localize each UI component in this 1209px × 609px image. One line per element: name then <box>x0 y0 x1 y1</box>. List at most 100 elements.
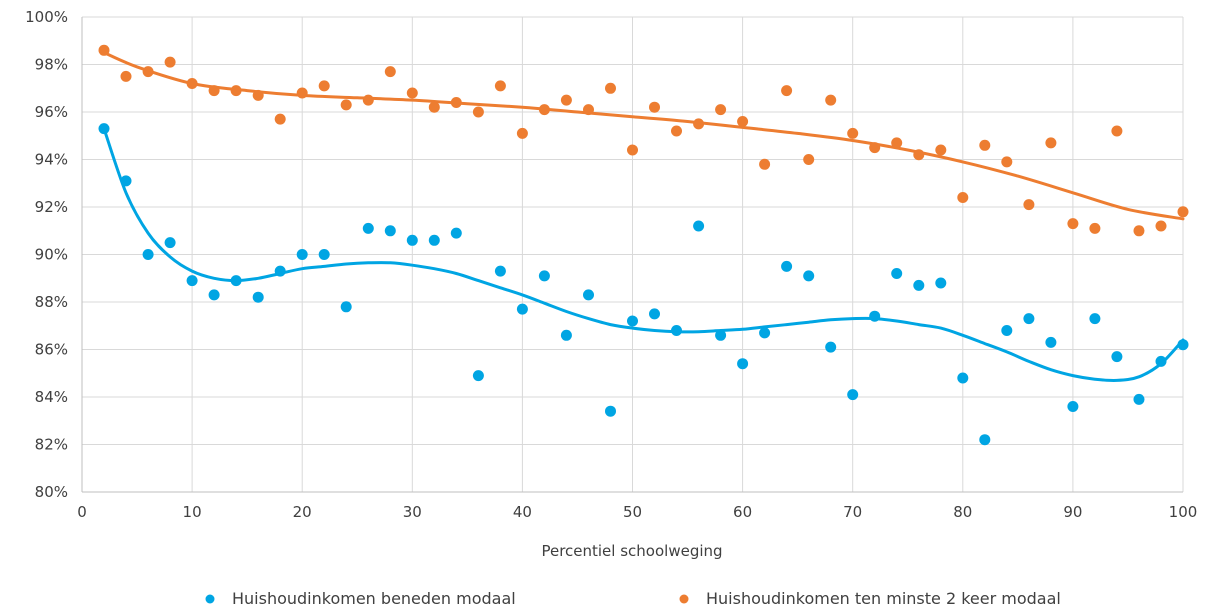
x-tick-label: 50 <box>623 503 642 521</box>
data-point-series-1 <box>913 279 925 291</box>
data-point-series-1 <box>649 308 660 320</box>
data-point-series-2 <box>494 80 506 92</box>
legend-label-series-1: Huishoudinkomen beneden modaal <box>232 589 516 608</box>
data-point-series-2 <box>759 158 771 170</box>
x-axis-title: Percentiel schoolweging <box>541 542 722 560</box>
data-point-series-2 <box>1067 218 1079 230</box>
x-tick-label: 100 <box>1169 503 1198 521</box>
data-point-series-1 <box>715 329 727 341</box>
data-point-series-1 <box>1155 355 1167 367</box>
x-tick-label: 70 <box>843 503 862 521</box>
data-point-series-2 <box>693 118 705 130</box>
data-point-series-2 <box>979 139 991 151</box>
data-point-series-1 <box>957 372 969 384</box>
y-tick-label: 82% <box>35 436 68 454</box>
y-tick-labels: 80% 82% 84% 86% 88% 90% 92% 94% 96% 98% 100% <box>25 8 68 501</box>
y-tick-label: 84% <box>35 388 68 406</box>
x-tick-label: 20 <box>293 503 312 521</box>
data-point-series-1 <box>164 237 176 249</box>
data-point-series-2 <box>538 104 550 116</box>
legend-marker-series-1 <box>205 594 215 604</box>
data-point-series-1 <box>318 249 330 260</box>
data-point-series-1 <box>274 265 286 277</box>
data-point-series-1 <box>693 220 705 232</box>
data-point-series-2 <box>1089 222 1101 234</box>
data-point-series-1 <box>1067 401 1079 412</box>
data-point-series-2 <box>1133 225 1145 237</box>
data-point-series-2 <box>1177 206 1189 218</box>
data-point-series-2 <box>274 113 286 125</box>
data-point-series-1 <box>891 268 903 279</box>
x-tick-label: 30 <box>403 503 422 521</box>
data-point-series-2 <box>1045 137 1057 149</box>
data-point-series-2 <box>627 144 638 156</box>
data-point-series-2 <box>384 66 396 78</box>
data-point-series-1 <box>384 225 396 237</box>
data-point-series-1 <box>671 325 682 336</box>
data-point-series-1 <box>1023 313 1035 325</box>
data-point-series-2 <box>428 101 440 113</box>
data-point-series-2 <box>715 104 727 116</box>
data-point-series-2 <box>935 144 947 156</box>
data-point-series-2 <box>362 94 374 106</box>
data-point-series-2 <box>406 87 418 99</box>
data-point-series-1 <box>781 260 793 272</box>
data-point-series-2 <box>957 192 969 203</box>
legend-label-series-2: Huishoudinkomen ten minste 2 keer modaal <box>706 589 1061 608</box>
y-tick-label: 94% <box>35 151 68 169</box>
data-point-series-2 <box>671 125 682 137</box>
x-tick-label: 10 <box>183 503 202 521</box>
data-point-series-2 <box>472 106 484 118</box>
y-tick-label: 98% <box>35 56 68 74</box>
trendline-series-2 <box>102 51 1185 221</box>
data-point-series-1 <box>494 265 506 277</box>
data-point-series-2 <box>120 70 132 82</box>
data-point-series-1 <box>935 277 947 289</box>
data-point-series-2 <box>186 78 198 89</box>
data-points <box>98 44 1189 446</box>
data-point-series-1 <box>847 389 859 401</box>
data-point-series-2 <box>1023 199 1035 211</box>
legend-marker-series-2 <box>679 594 689 604</box>
data-point-series-2 <box>847 127 859 139</box>
data-point-series-1 <box>230 275 242 287</box>
data-point-series-1 <box>583 289 594 301</box>
y-tick-label: 80% <box>35 483 68 501</box>
data-point-series-2 <box>98 44 110 56</box>
data-point-series-1 <box>538 270 550 282</box>
y-tick-label: 100% <box>25 8 68 26</box>
data-point-series-1 <box>1089 313 1101 325</box>
data-point-series-1 <box>296 249 308 260</box>
data-point-series-1 <box>803 270 815 282</box>
data-point-series-1 <box>186 275 198 287</box>
data-point-series-1 <box>340 301 352 313</box>
data-point-series-1 <box>428 234 440 246</box>
data-point-series-1 <box>516 303 528 315</box>
data-point-series-1 <box>759 327 771 339</box>
data-point-series-1 <box>98 123 110 135</box>
data-point-series-1 <box>362 222 374 234</box>
data-point-series-1 <box>605 405 616 417</box>
data-point-series-2 <box>781 85 793 97</box>
data-point-series-2 <box>913 149 925 161</box>
data-point-series-2 <box>230 85 242 97</box>
data-point-series-1 <box>869 310 881 322</box>
x-tick-label: 40 <box>513 503 532 521</box>
data-point-series-2 <box>583 104 594 116</box>
grid-lines <box>81 16 1184 493</box>
data-point-series-1 <box>560 329 572 341</box>
data-point-series-2 <box>318 80 330 92</box>
data-point-series-1 <box>1111 351 1123 363</box>
data-point-series-1 <box>1001 325 1013 336</box>
data-point-series-2 <box>891 137 903 149</box>
x-tick-label: 0 <box>77 503 87 521</box>
axes <box>81 17 1183 493</box>
data-point-series-1 <box>208 289 220 301</box>
y-tick-label: 96% <box>35 103 68 121</box>
data-point-series-2 <box>649 101 660 113</box>
data-point-series-2 <box>1111 125 1123 137</box>
x-tick-label: 90 <box>1063 503 1082 521</box>
data-point-series-2 <box>803 154 815 165</box>
data-point-series-1 <box>450 227 462 239</box>
